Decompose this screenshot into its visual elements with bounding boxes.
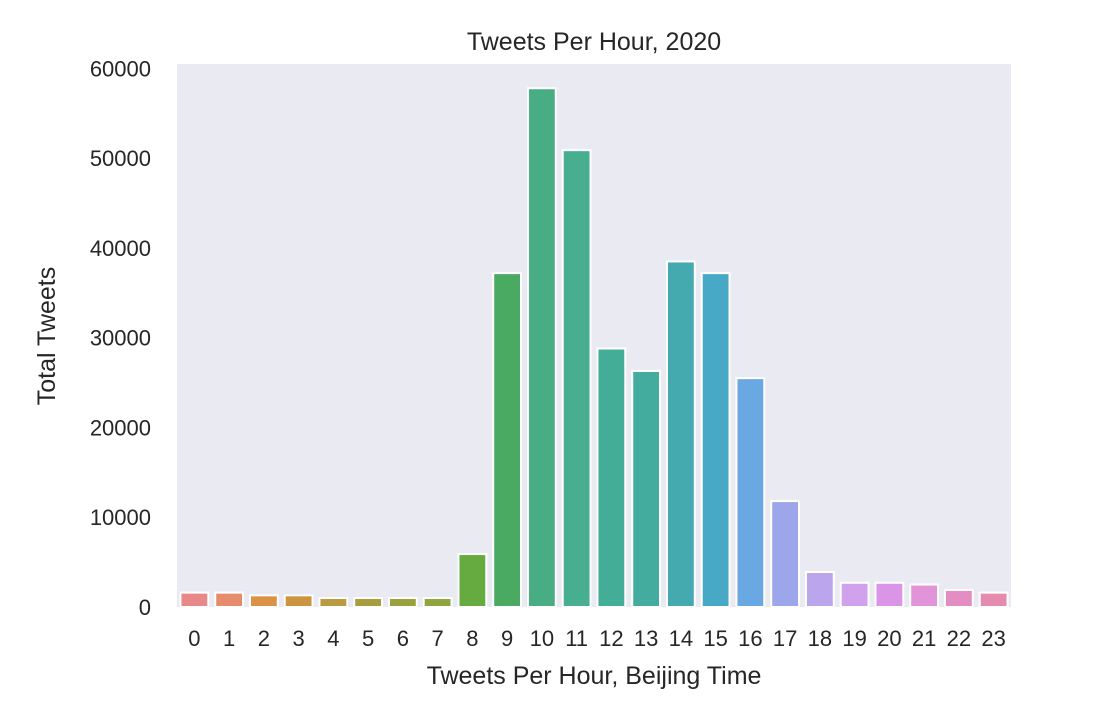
- x-tick-label: 21: [912, 626, 936, 651]
- bar-hour-18: [804, 570, 835, 609]
- bar-hour-6: [387, 597, 418, 608]
- x-tick-label: 13: [634, 626, 658, 651]
- bar-hour-4: [318, 597, 349, 608]
- x-tick-label: 15: [703, 626, 727, 651]
- bar-hour-23: [978, 591, 1009, 608]
- bar-hour-14: [665, 260, 696, 608]
- x-tick-label: 5: [362, 626, 374, 651]
- y-tick-label: 20000: [90, 415, 151, 440]
- bar-hour-2: [248, 594, 279, 608]
- bar-hour-11: [561, 149, 592, 608]
- bar-hour-19: [839, 581, 870, 609]
- bar-hour-8: [457, 553, 488, 608]
- bar-hour-9: [492, 272, 523, 608]
- bar-hour-10: [526, 87, 557, 609]
- x-tick-label: 8: [466, 626, 478, 651]
- bar-hour-16: [735, 377, 766, 608]
- x-tick-labels: 0 1 2 3 4 5 6 7 8 9 10 11 12 13 14 15 16 17 18 19 20 21 22 23: [188, 626, 1006, 651]
- plot-area: [177, 64, 1011, 607]
- x-tick-label: 22: [947, 626, 971, 651]
- x-tick-label: 19: [842, 626, 866, 651]
- x-tick-label: 16: [738, 626, 762, 651]
- x-tick-label: 18: [808, 626, 832, 651]
- x-tick-label: 12: [599, 626, 623, 651]
- bars-group: [179, 87, 1009, 609]
- x-tick-label: 14: [669, 626, 693, 651]
- bar-hour-7: [422, 597, 453, 608]
- y-tick-label: 10000: [90, 505, 151, 530]
- y-tick-label: 0: [139, 595, 151, 620]
- x-tick-label: 3: [293, 626, 305, 651]
- bar-hour-5: [353, 597, 384, 608]
- y-tick-label: 40000: [90, 236, 151, 261]
- x-tick-label: 1: [223, 626, 235, 651]
- bar-hour-3: [283, 594, 314, 608]
- bar-hour-13: [631, 369, 662, 608]
- bar-hour-0: [179, 591, 210, 608]
- bar-hour-1: [214, 591, 245, 608]
- x-tick-label: 23: [981, 626, 1005, 651]
- bar-hour-21: [909, 583, 940, 609]
- x-tick-label: 0: [188, 626, 200, 651]
- chart-title: Tweets Per Hour, 2020: [467, 28, 721, 56]
- x-tick-label: 9: [501, 626, 513, 651]
- y-axis-label: Total Tweets: [33, 267, 61, 406]
- bar-hour-20: [874, 581, 905, 609]
- bar-hour-15: [700, 272, 731, 608]
- x-tick-label: 6: [397, 626, 409, 651]
- y-tick-label: 50000: [90, 146, 151, 171]
- x-tick-label: 11: [565, 626, 588, 651]
- y-tick-label: 30000: [90, 326, 151, 351]
- x-tick-label: 20: [877, 626, 901, 651]
- x-tick-label: 10: [530, 626, 554, 651]
- x-tick-label: 2: [258, 626, 270, 651]
- bar-hour-12: [596, 347, 627, 608]
- x-tick-label: 4: [327, 626, 339, 651]
- y-tick-label: 60000: [90, 56, 151, 81]
- x-tick-label: 7: [432, 626, 444, 651]
- y-tick-labels: 0 10000 20000 30000 40000 50000 60000: [90, 56, 151, 620]
- x-axis-label: Tweets Per Hour, Beijing Time: [427, 662, 762, 690]
- bar-hour-17: [770, 500, 801, 608]
- x-tick-label: 17: [773, 626, 797, 651]
- bar-hour-22: [943, 588, 974, 608]
